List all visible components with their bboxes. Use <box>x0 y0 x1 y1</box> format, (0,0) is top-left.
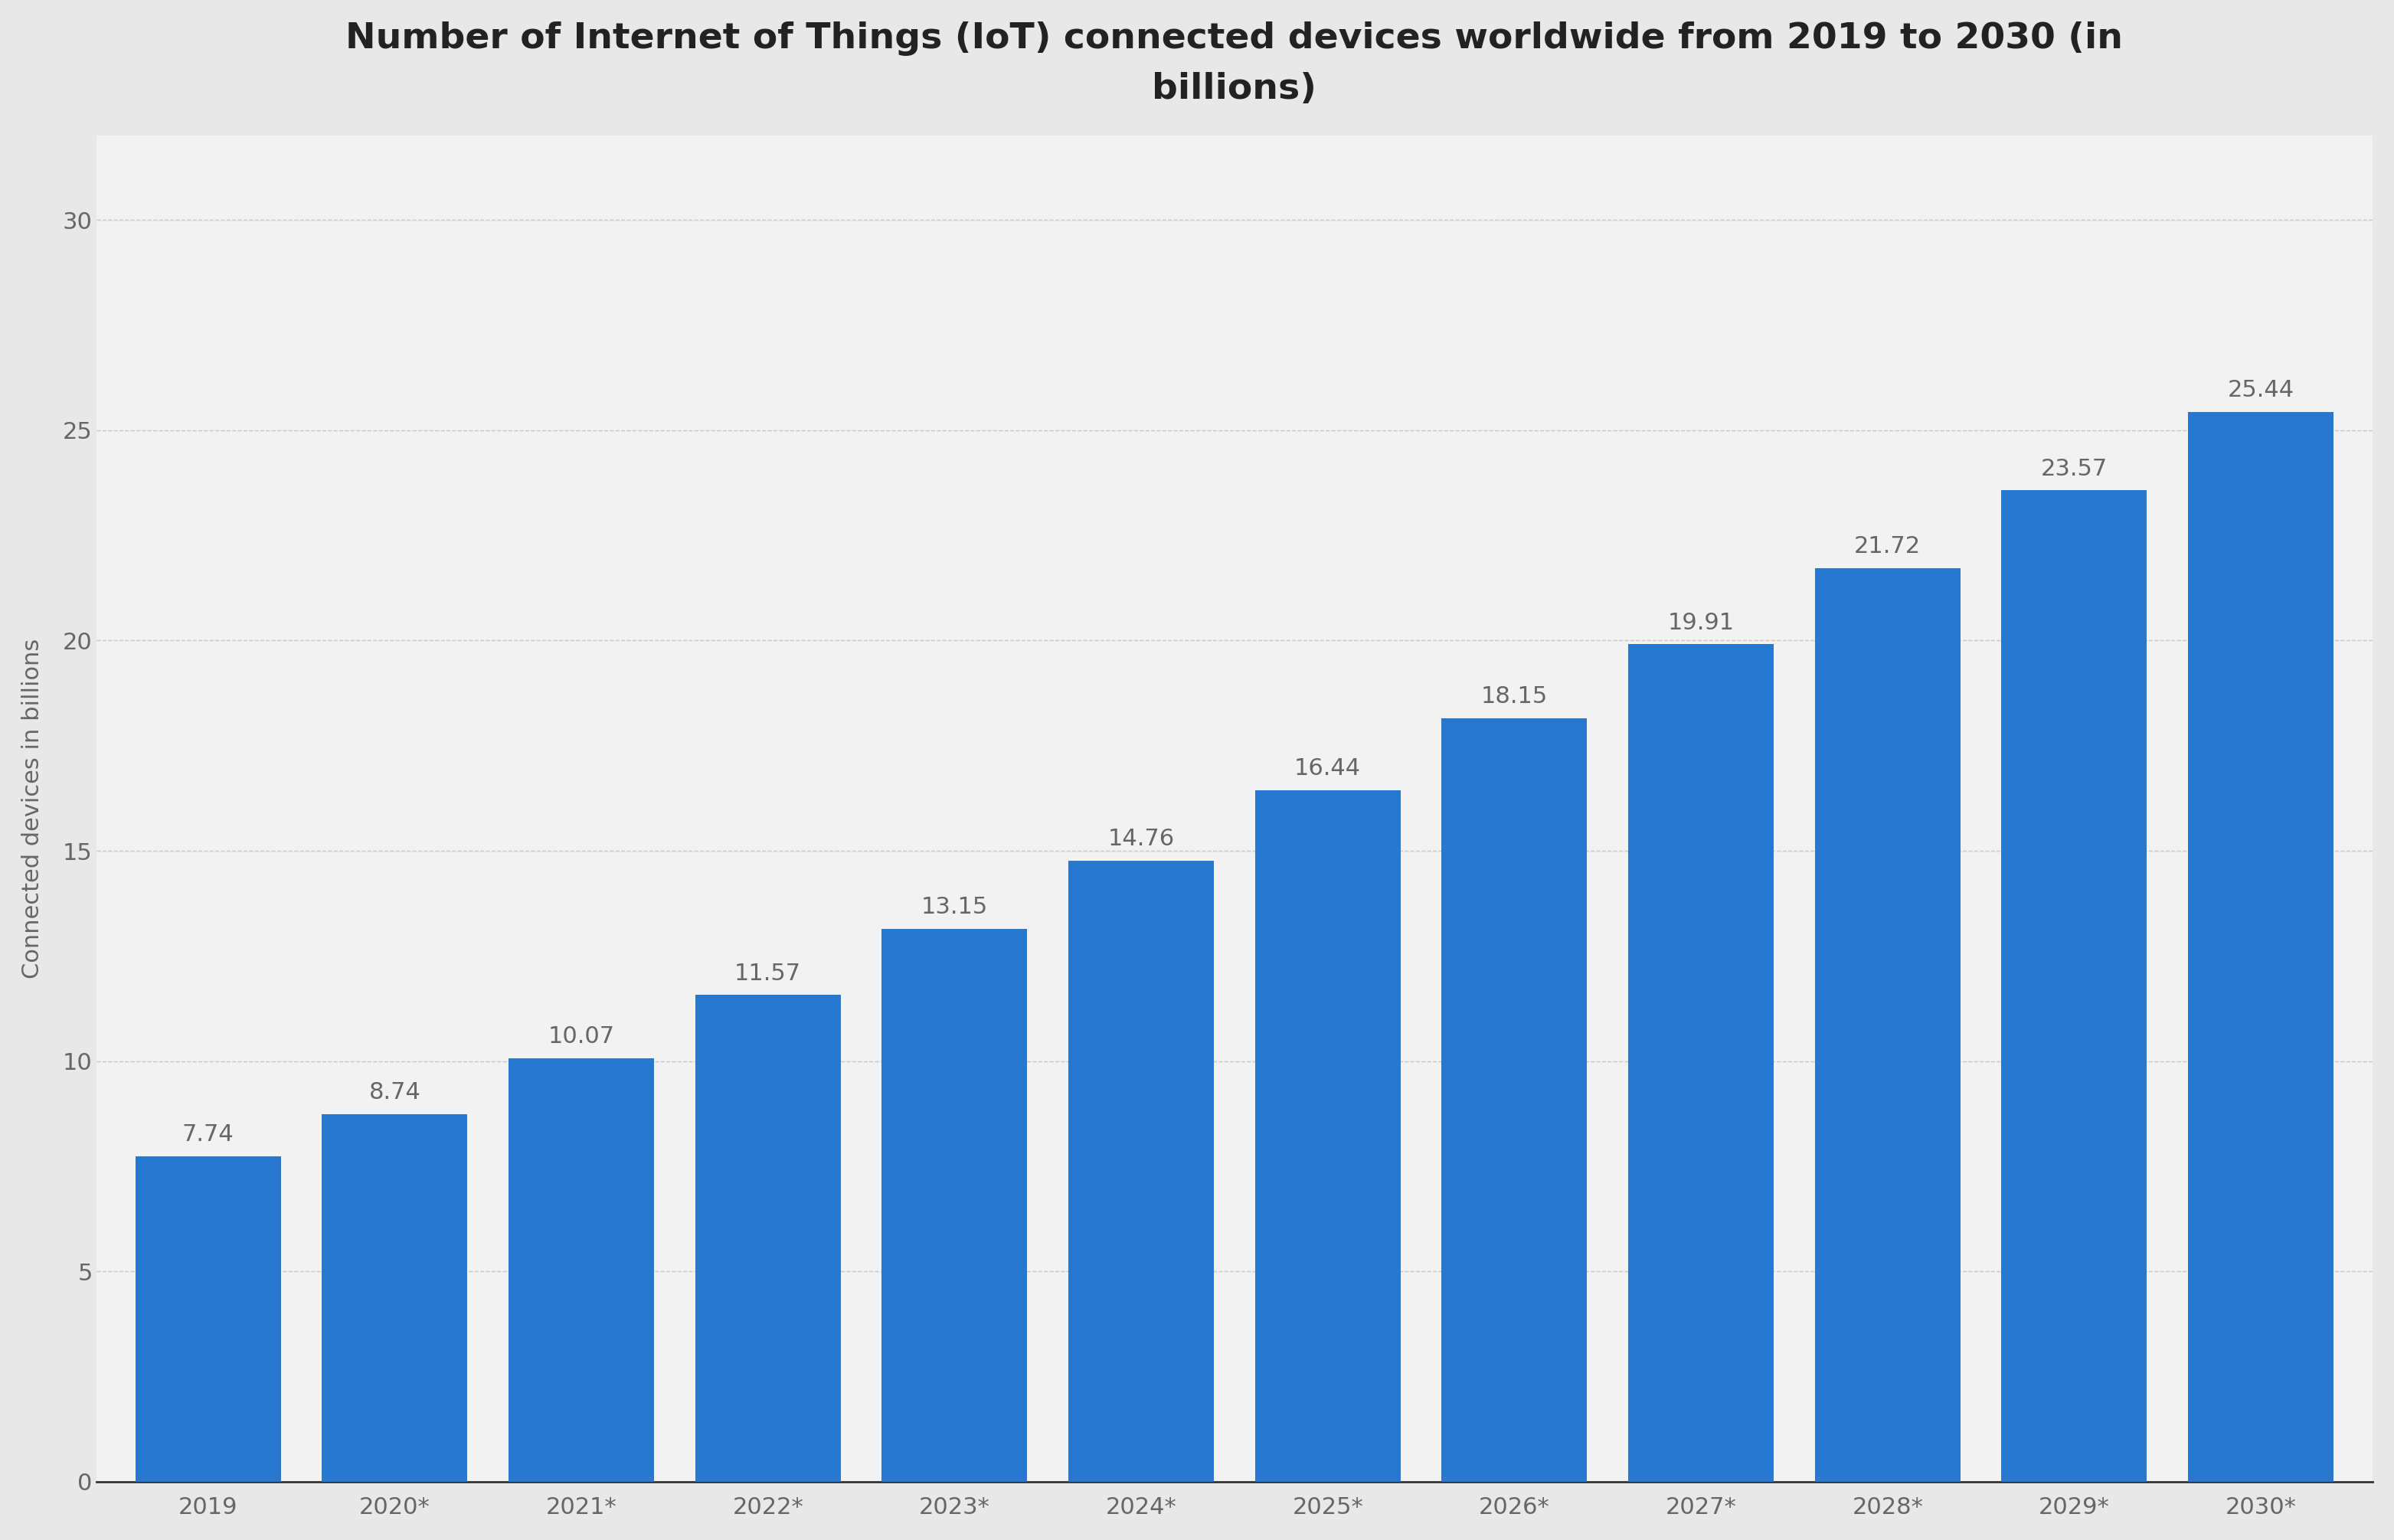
Bar <box>508 1058 654 1481</box>
Text: 23.57: 23.57 <box>2040 457 2107 480</box>
Bar <box>321 1113 467 1481</box>
Text: 14.76: 14.76 <box>1108 829 1175 850</box>
Text: 7.74: 7.74 <box>182 1123 235 1146</box>
Bar <box>1628 644 1774 1481</box>
Text: 19.91: 19.91 <box>1669 611 1733 634</box>
Bar <box>136 1157 280 1481</box>
Text: 10.07: 10.07 <box>548 1026 615 1047</box>
Bar <box>1815 568 1961 1481</box>
Text: 21.72: 21.72 <box>1855 536 1920 557</box>
Text: 8.74: 8.74 <box>369 1081 421 1104</box>
Text: 13.15: 13.15 <box>922 896 989 918</box>
Bar <box>694 995 840 1481</box>
Text: 16.44: 16.44 <box>1295 758 1362 779</box>
Title: Number of Internet of Things (IoT) connected devices worldwide from 2019 to 2030: Number of Internet of Things (IoT) conne… <box>345 22 2123 106</box>
Bar <box>1068 861 1214 1481</box>
Bar <box>881 929 1027 1481</box>
Bar <box>2188 411 2334 1481</box>
Bar <box>1441 718 1587 1481</box>
Y-axis label: Connected devices in billions: Connected devices in billions <box>22 639 43 979</box>
Bar <box>2001 490 2147 1481</box>
Bar <box>1254 790 1400 1481</box>
Text: 18.15: 18.15 <box>1482 685 1549 708</box>
Text: 11.57: 11.57 <box>735 962 802 984</box>
Text: 25.44: 25.44 <box>2226 379 2293 402</box>
